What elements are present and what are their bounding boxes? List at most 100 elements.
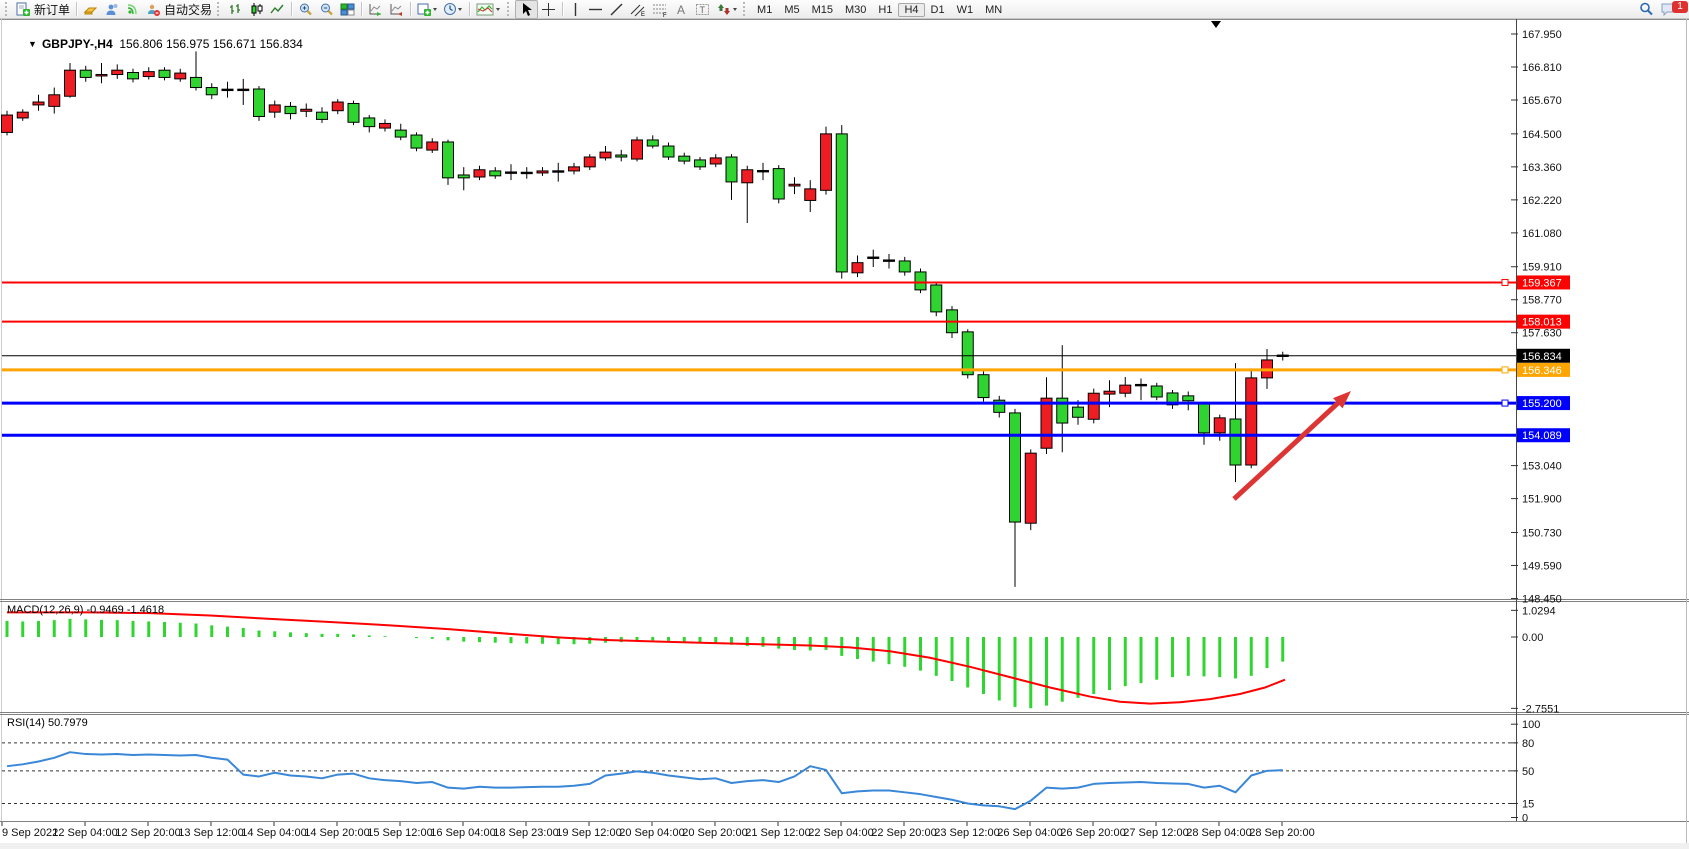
crosshair-button[interactable] xyxy=(538,1,559,18)
candle-body xyxy=(442,141,454,179)
timeframe-w1[interactable]: W1 xyxy=(956,4,974,16)
trendline-button[interactable] xyxy=(606,1,627,18)
new-chart-button[interactable] xyxy=(414,1,440,18)
trendline-icon xyxy=(610,3,623,15)
price-tag-154.089 xyxy=(1517,428,1570,443)
timeframe-h1[interactable]: H1 xyxy=(878,4,893,16)
fibonacci-icon: F xyxy=(653,4,667,17)
timeframe-h4[interactable]: H4 xyxy=(898,3,925,17)
svg-text:157.630: 157.630 xyxy=(1522,328,1562,340)
svg-text:14 Sep 20:00: 14 Sep 20:00 xyxy=(304,827,369,839)
text-icon: A xyxy=(677,3,685,17)
collapse-arrow-icon[interactable]: ▼ xyxy=(28,39,37,49)
svg-text:9 Sep 2022: 9 Sep 2022 xyxy=(2,827,58,839)
auto-scroll-button[interactable] xyxy=(365,1,386,18)
svg-text:150.730: 150.730 xyxy=(1522,527,1562,539)
candle-body xyxy=(237,88,250,92)
trend-arrow[interactable] xyxy=(1232,401,1340,501)
candle-body xyxy=(1182,395,1195,402)
vertical-line-button[interactable] xyxy=(566,1,585,18)
chart-title: ▼ GBPJPY-,H4 156.806 156.975 156.671 156.… xyxy=(8,23,303,65)
candle-body xyxy=(473,169,486,178)
equidistant-channel-button[interactable]: E xyxy=(627,1,649,18)
candle-body xyxy=(1009,412,1021,523)
svg-text:15: 15 xyxy=(1522,799,1534,811)
candle-body xyxy=(961,331,974,376)
svg-text:E: E xyxy=(641,12,645,17)
periods-icon xyxy=(444,2,463,15)
candle-body xyxy=(1135,383,1147,387)
svg-text:14 Sep 04:00: 14 Sep 04:00 xyxy=(241,827,306,839)
chart-symbol-period: GBPJPY-,H4 xyxy=(41,37,113,51)
signals-button[interactable] xyxy=(122,1,143,18)
timeframe-m5[interactable]: M5 xyxy=(784,4,800,16)
rsi-line xyxy=(6,751,1283,811)
candle-body xyxy=(520,171,533,175)
timeframe-m15[interactable]: M15 xyxy=(811,4,833,16)
svg-text:148.450: 148.450 xyxy=(1522,593,1562,605)
new-order-button[interactable]: 新订单 xyxy=(13,1,73,18)
candle-body xyxy=(32,101,45,106)
line-handle[interactable] xyxy=(1501,366,1509,374)
candle-body xyxy=(772,168,785,200)
svg-text:100: 100 xyxy=(1522,719,1540,731)
svg-text:12 Sep 20:00: 12 Sep 20:00 xyxy=(115,827,180,839)
candle-body xyxy=(64,69,76,97)
chart-canvas[interactable]: 167.950 166.810 165.670 164.500 163.360 162.2… xyxy=(0,19,1689,849)
svg-text:159.910: 159.910 xyxy=(1522,262,1562,274)
candle-body xyxy=(898,260,911,273)
svg-text:18 Sep 23:00: 18 Sep 23:00 xyxy=(493,827,558,839)
periods-button[interactable] xyxy=(440,1,466,18)
bar-chart-button[interactable] xyxy=(225,1,246,18)
line-handle[interactable] xyxy=(1501,278,1509,286)
timeframe-mn[interactable]: MN xyxy=(985,4,1003,16)
price-tag-158.013 xyxy=(1517,314,1570,329)
text-button[interactable]: A xyxy=(671,1,692,18)
svg-text:0: 0 xyxy=(1522,813,1528,825)
candle-body xyxy=(394,129,407,138)
horizontal-line-icon xyxy=(589,8,603,10)
zoom-in-button[interactable] xyxy=(295,1,316,18)
svg-text:22 Sep 04:00: 22 Sep 04:00 xyxy=(808,827,873,839)
line-chart-button[interactable] xyxy=(267,1,288,18)
tile-windows-button[interactable] xyxy=(337,1,358,18)
indicators-button[interactable] xyxy=(473,1,505,18)
candle-body xyxy=(142,71,155,78)
search-button[interactable] xyxy=(1635,1,1657,18)
notification-badge: 1 xyxy=(1672,0,1688,13)
chart-shift-button[interactable] xyxy=(386,1,407,18)
svg-text:21 Sep 12:00: 21 Sep 12:00 xyxy=(745,827,810,839)
candle-body xyxy=(1166,392,1179,406)
toolbar-grip xyxy=(217,2,223,16)
candle-body xyxy=(883,259,895,262)
chart-shift-marker[interactable] xyxy=(1211,21,1221,28)
fibonacci-button[interactable]: F xyxy=(649,1,671,18)
candle-body xyxy=(1198,403,1210,434)
zoom-out-button[interactable] xyxy=(316,1,337,18)
svg-text:155.200: 155.200 xyxy=(1522,398,1562,410)
text-label-button[interactable]: T xyxy=(692,1,713,18)
timeframe-m30[interactable]: M30 xyxy=(845,4,867,16)
candle-body xyxy=(221,88,234,92)
autotrading-button[interactable]: 自动交易 xyxy=(143,1,215,18)
profiles-button[interactable] xyxy=(80,1,101,18)
cursor-button[interactable] xyxy=(515,0,539,19)
navigator-button[interactable] xyxy=(101,1,122,18)
chat-button[interactable]: 1 xyxy=(1657,0,1689,18)
candle-body xyxy=(1119,384,1132,394)
horizontal-line-button[interactable] xyxy=(585,1,606,18)
svg-text:151.900: 151.900 xyxy=(1522,494,1562,506)
arrows-button[interactable] xyxy=(713,1,741,18)
line-handle[interactable] xyxy=(1501,399,1509,407)
svg-text:80: 80 xyxy=(1522,738,1534,750)
timeframe-m1[interactable]: M1 xyxy=(757,4,773,16)
price-tag-156.834 xyxy=(1517,348,1570,363)
new-chart-icon xyxy=(417,3,438,16)
svg-text:1.0294: 1.0294 xyxy=(1522,605,1556,617)
candlesticks-button[interactable] xyxy=(246,1,267,18)
candle-body xyxy=(1056,397,1069,424)
svg-text:0.00: 0.00 xyxy=(1522,632,1543,644)
svg-text:T: T xyxy=(700,5,706,15)
timeframe-d1[interactable]: D1 xyxy=(930,4,945,16)
